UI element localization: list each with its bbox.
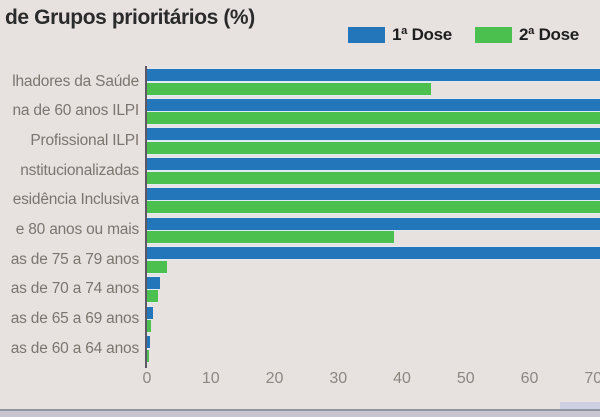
- bar-dose2: [147, 231, 394, 243]
- bar-dose2: [147, 82, 431, 95]
- x-tick-label: 60: [520, 370, 539, 387]
- category-label: esidência Inclusiva: [12, 191, 139, 209]
- y-axis-line: [145, 66, 147, 368]
- bar-dose1: [147, 306, 153, 319]
- footer-divider: [0, 409, 600, 411]
- bar-dose1: [147, 128, 600, 141]
- category-label: as de 75 a 79 anos: [10, 250, 139, 268]
- bar-dose1: [147, 276, 161, 289]
- legend-label-dose1: 1ª Dose: [392, 25, 452, 44]
- bar-dose1: [147, 336, 150, 349]
- bar-dose2: [147, 171, 600, 184]
- bar-dose1: [147, 217, 600, 230]
- category-label: na de 60 anos ILPI: [12, 102, 139, 120]
- footer-accent: [560, 402, 600, 410]
- bar-dose2: [147, 349, 149, 362]
- bar-dose2: [147, 141, 600, 154]
- legend-swatch-dose1-icon: [348, 27, 385, 43]
- x-tick-label: 70: [584, 370, 600, 387]
- category-label: as de 70 a 74 anos: [10, 280, 139, 298]
- x-tick-label: 20: [265, 370, 284, 387]
- x-tick-label: 40: [393, 370, 411, 387]
- bar-dose2: [147, 320, 152, 333]
- x-tick-label: 0: [142, 370, 152, 387]
- legend-label-dose2: 2ª Dose: [519, 25, 579, 44]
- bar-dose1: [147, 69, 600, 81]
- x-tick-label: 10: [201, 370, 220, 387]
- bar-dose1: [147, 98, 600, 111]
- x-tick-label: 50: [456, 370, 475, 387]
- legend-swatch-dose2-icon: [475, 27, 512, 43]
- footer-strip: [0, 411, 600, 417]
- bar-dose2: [147, 201, 600, 214]
- category-label: lhadores da Saúde: [12, 72, 139, 90]
- bar-dose1: [147, 158, 600, 171]
- category-label: as de 60 a 64 anos: [10, 339, 139, 357]
- category-label: e 80 anos ou mais: [15, 221, 139, 238]
- category-label: Profissional ILPI: [30, 131, 139, 149]
- bar-dose1: [147, 187, 600, 200]
- bar-dose2: [147, 260, 167, 273]
- category-label: as de 65 a 69 anos: [10, 310, 139, 328]
- bar-dose2: [147, 112, 600, 125]
- bar-dose2: [147, 290, 159, 303]
- category-label: nstitucionalizadas: [20, 161, 139, 179]
- x-tick-label: 30: [329, 370, 348, 387]
- bar-dose1: [147, 247, 600, 260]
- chart-title: de Grupos prioritários (%): [5, 6, 255, 29]
